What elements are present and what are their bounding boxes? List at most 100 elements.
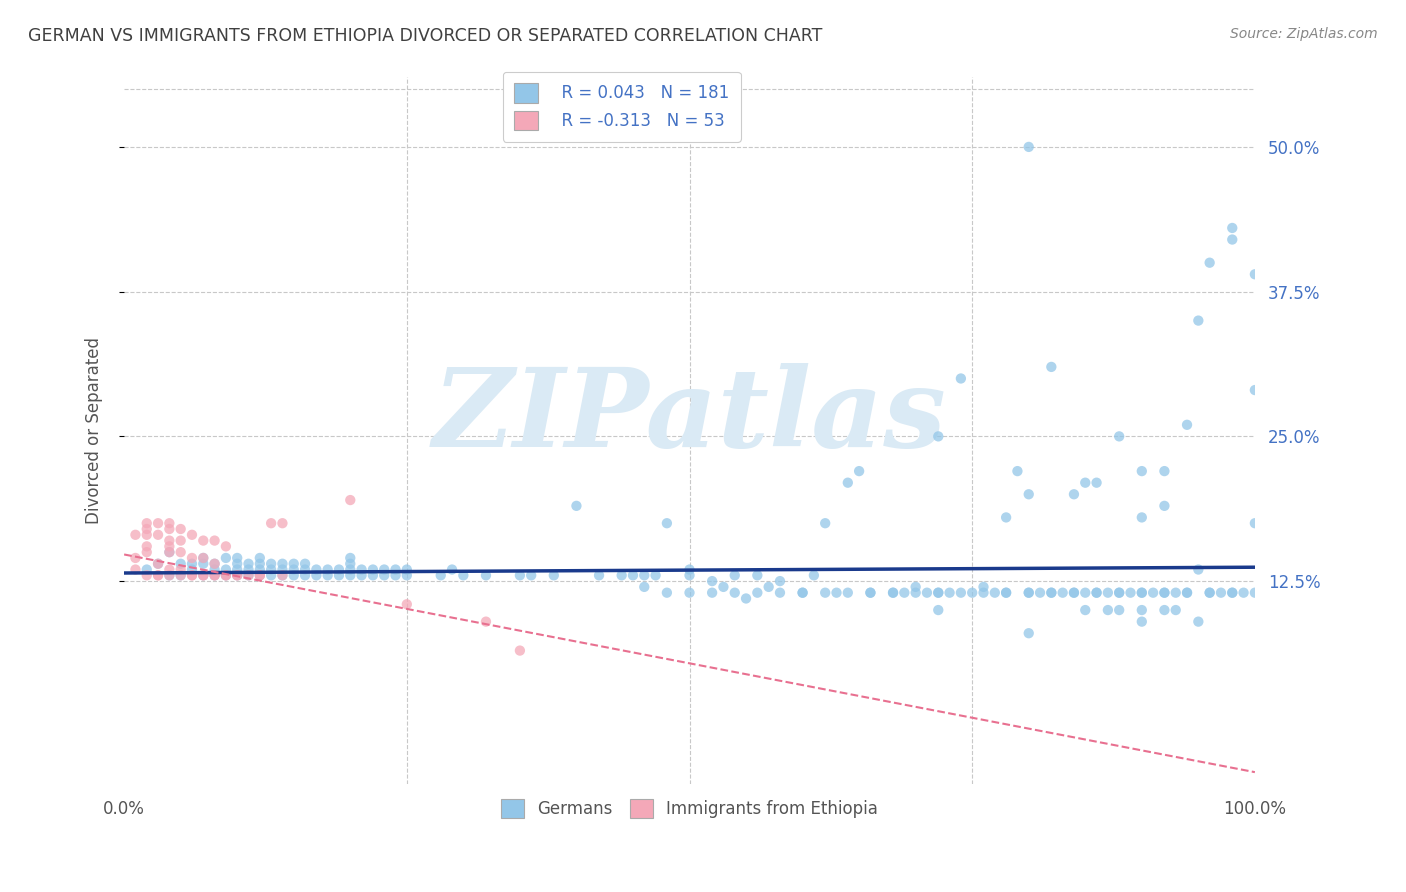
Point	[893, 585, 915, 599]
Point	[135, 540, 157, 554]
Point	[453, 568, 475, 582]
Point	[1153, 585, 1175, 599]
Point	[361, 562, 384, 576]
Point	[1108, 585, 1130, 599]
Point	[882, 585, 904, 599]
Point	[193, 568, 215, 582]
Point	[1018, 487, 1040, 501]
Point	[1244, 516, 1267, 531]
Point	[181, 568, 204, 582]
Point	[1074, 475, 1097, 490]
Point	[193, 551, 215, 566]
Point	[1063, 487, 1085, 501]
Point	[373, 568, 395, 582]
Point	[260, 562, 283, 576]
Point	[1198, 256, 1220, 270]
Point	[169, 522, 191, 536]
Point	[339, 568, 361, 582]
Point	[146, 568, 169, 582]
Point	[747, 585, 769, 599]
Point	[294, 568, 316, 582]
Point	[146, 528, 169, 542]
Point	[124, 551, 146, 566]
Point	[610, 568, 633, 582]
Point	[859, 585, 882, 599]
Point	[169, 557, 191, 571]
Point	[1244, 383, 1267, 397]
Point	[193, 533, 215, 548]
Point	[135, 562, 157, 576]
Point	[984, 585, 1007, 599]
Point	[271, 557, 294, 571]
Point	[157, 568, 180, 582]
Point	[316, 562, 339, 576]
Point	[294, 562, 316, 576]
Point	[837, 585, 859, 599]
Point	[215, 540, 238, 554]
Point	[621, 568, 644, 582]
Point	[193, 568, 215, 582]
Point	[350, 568, 373, 582]
Point	[283, 557, 305, 571]
Point	[678, 562, 700, 576]
Point	[1108, 429, 1130, 443]
Point	[169, 568, 191, 582]
Point	[1232, 585, 1254, 599]
Point	[1063, 585, 1085, 599]
Y-axis label: Divorced or Separated: Divorced or Separated	[86, 337, 103, 524]
Point	[271, 568, 294, 582]
Point	[193, 551, 215, 566]
Point	[724, 585, 747, 599]
Point	[1175, 417, 1198, 432]
Point	[973, 585, 995, 599]
Point	[1085, 585, 1108, 599]
Point	[1198, 585, 1220, 599]
Point	[135, 545, 157, 559]
Point	[124, 562, 146, 576]
Point	[204, 557, 226, 571]
Point	[135, 568, 157, 582]
Point	[995, 510, 1018, 524]
Point	[305, 568, 328, 582]
Point	[260, 516, 283, 531]
Point	[758, 580, 780, 594]
Point	[204, 562, 226, 576]
Point	[226, 557, 249, 571]
Point	[1153, 585, 1175, 599]
Point	[135, 522, 157, 536]
Point	[294, 557, 316, 571]
Point	[429, 568, 451, 582]
Point	[238, 557, 260, 571]
Point	[441, 562, 464, 576]
Point	[1130, 603, 1153, 617]
Point	[226, 568, 249, 582]
Point	[927, 603, 949, 617]
Point	[204, 533, 226, 548]
Point	[124, 528, 146, 542]
Point	[1130, 615, 1153, 629]
Point	[949, 371, 972, 385]
Point	[1209, 585, 1232, 599]
Point	[1119, 585, 1142, 599]
Point	[395, 562, 418, 576]
Point	[1029, 585, 1052, 599]
Point	[260, 568, 283, 582]
Point	[1130, 464, 1153, 478]
Point	[1018, 585, 1040, 599]
Point	[249, 568, 271, 582]
Point	[724, 568, 747, 582]
Point	[747, 568, 769, 582]
Point	[395, 568, 418, 582]
Point	[157, 545, 180, 559]
Point	[644, 568, 666, 582]
Point	[226, 562, 249, 576]
Point	[825, 585, 848, 599]
Point	[1040, 585, 1063, 599]
Point	[1153, 603, 1175, 617]
Point	[157, 533, 180, 548]
Point	[204, 557, 226, 571]
Point	[193, 557, 215, 571]
Point	[1153, 499, 1175, 513]
Point	[271, 516, 294, 531]
Point	[328, 568, 350, 582]
